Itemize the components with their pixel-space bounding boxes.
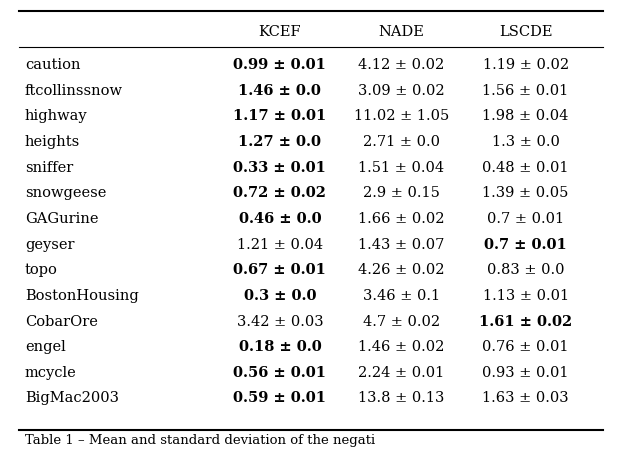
Text: 0.56 ± 0.01: 0.56 ± 0.01 xyxy=(233,366,327,380)
Text: 1.17 ± 0.01: 1.17 ± 0.01 xyxy=(233,109,327,123)
Text: heights: heights xyxy=(25,135,80,149)
Text: sniffer: sniffer xyxy=(25,161,73,174)
Text: 1.61 ± 0.02: 1.61 ± 0.02 xyxy=(479,315,572,328)
Text: ftcollinssnow: ftcollinssnow xyxy=(25,84,123,98)
Text: 4.26 ± 0.02: 4.26 ± 0.02 xyxy=(358,263,445,277)
Text: 1.3 ± 0.0: 1.3 ± 0.0 xyxy=(491,135,560,149)
Text: 11.02 ± 1.05: 11.02 ± 1.05 xyxy=(353,109,449,123)
Text: 13.8 ± 0.13: 13.8 ± 0.13 xyxy=(358,392,444,405)
Text: LSCDE: LSCDE xyxy=(499,25,552,39)
Text: 0.7 ± 0.01: 0.7 ± 0.01 xyxy=(484,238,567,251)
Text: 1.13 ± 0.01: 1.13 ± 0.01 xyxy=(483,289,569,303)
Text: 0.3 ± 0.0: 0.3 ± 0.0 xyxy=(244,289,316,303)
Text: 1.21 ± 0.04: 1.21 ± 0.04 xyxy=(237,238,323,251)
Text: KCEF: KCEF xyxy=(259,25,301,39)
Text: 4.12 ± 0.02: 4.12 ± 0.02 xyxy=(358,58,444,72)
Text: highway: highway xyxy=(25,109,88,123)
Text: GAGurine: GAGurine xyxy=(25,212,98,226)
Text: 1.66 ± 0.02: 1.66 ± 0.02 xyxy=(358,212,445,226)
Text: 3.42 ± 0.03: 3.42 ± 0.03 xyxy=(236,315,323,328)
Text: 1.43 ± 0.07: 1.43 ± 0.07 xyxy=(358,238,444,251)
Text: 1.19 ± 0.02: 1.19 ± 0.02 xyxy=(483,58,569,72)
Text: caution: caution xyxy=(25,58,80,72)
Text: 2.9 ± 0.15: 2.9 ± 0.15 xyxy=(363,186,440,200)
Text: CobarOre: CobarOre xyxy=(25,315,98,328)
Text: 1.56 ± 0.01: 1.56 ± 0.01 xyxy=(483,84,569,98)
Text: 1.63 ± 0.03: 1.63 ± 0.03 xyxy=(482,392,569,405)
Text: topo: topo xyxy=(25,263,58,277)
Text: engel: engel xyxy=(25,340,66,354)
Text: 0.72 ± 0.02: 0.72 ± 0.02 xyxy=(233,186,327,200)
Text: 0.93 ± 0.01: 0.93 ± 0.01 xyxy=(482,366,569,380)
Text: 0.83 ± 0.0: 0.83 ± 0.0 xyxy=(487,263,564,277)
Text: Table 1 – Mean and standard deviation of the negati: Table 1 – Mean and standard deviation of… xyxy=(25,434,375,447)
Text: 0.99 ± 0.01: 0.99 ± 0.01 xyxy=(233,58,327,72)
Text: 2.71 ± 0.0: 2.71 ± 0.0 xyxy=(363,135,440,149)
Text: 0.7 ± 0.01: 0.7 ± 0.01 xyxy=(487,212,564,226)
Text: snowgeese: snowgeese xyxy=(25,186,106,200)
Text: 1.27 ± 0.0: 1.27 ± 0.0 xyxy=(238,135,322,149)
Text: 0.33 ± 0.01: 0.33 ± 0.01 xyxy=(233,161,327,174)
Text: 2.24 ± 0.01: 2.24 ± 0.01 xyxy=(358,366,444,380)
Text: BigMac2003: BigMac2003 xyxy=(25,392,119,405)
Text: 1.46 ± 0.0: 1.46 ± 0.0 xyxy=(238,84,322,98)
Text: 0.46 ± 0.0: 0.46 ± 0.0 xyxy=(239,212,321,226)
Text: 0.59 ± 0.01: 0.59 ± 0.01 xyxy=(233,392,327,405)
Text: 1.51 ± 0.04: 1.51 ± 0.04 xyxy=(358,161,444,174)
Text: 4.7 ± 0.02: 4.7 ± 0.02 xyxy=(363,315,440,328)
Text: 0.48 ± 0.01: 0.48 ± 0.01 xyxy=(482,161,569,174)
Text: 1.98 ± 0.04: 1.98 ± 0.04 xyxy=(483,109,569,123)
Text: NADE: NADE xyxy=(378,25,424,39)
Text: 1.46 ± 0.02: 1.46 ± 0.02 xyxy=(358,340,444,354)
Text: geyser: geyser xyxy=(25,238,75,251)
Text: mcycle: mcycle xyxy=(25,366,77,380)
Text: 0.67 ± 0.01: 0.67 ± 0.01 xyxy=(233,263,327,277)
Text: 0.76 ± 0.01: 0.76 ± 0.01 xyxy=(482,340,569,354)
Text: 1.39 ± 0.05: 1.39 ± 0.05 xyxy=(483,186,569,200)
Text: BostonHousing: BostonHousing xyxy=(25,289,139,303)
Text: 3.09 ± 0.02: 3.09 ± 0.02 xyxy=(358,84,445,98)
Text: 3.46 ± 0.1: 3.46 ± 0.1 xyxy=(363,289,440,303)
Text: 0.18 ± 0.0: 0.18 ± 0.0 xyxy=(238,340,322,354)
